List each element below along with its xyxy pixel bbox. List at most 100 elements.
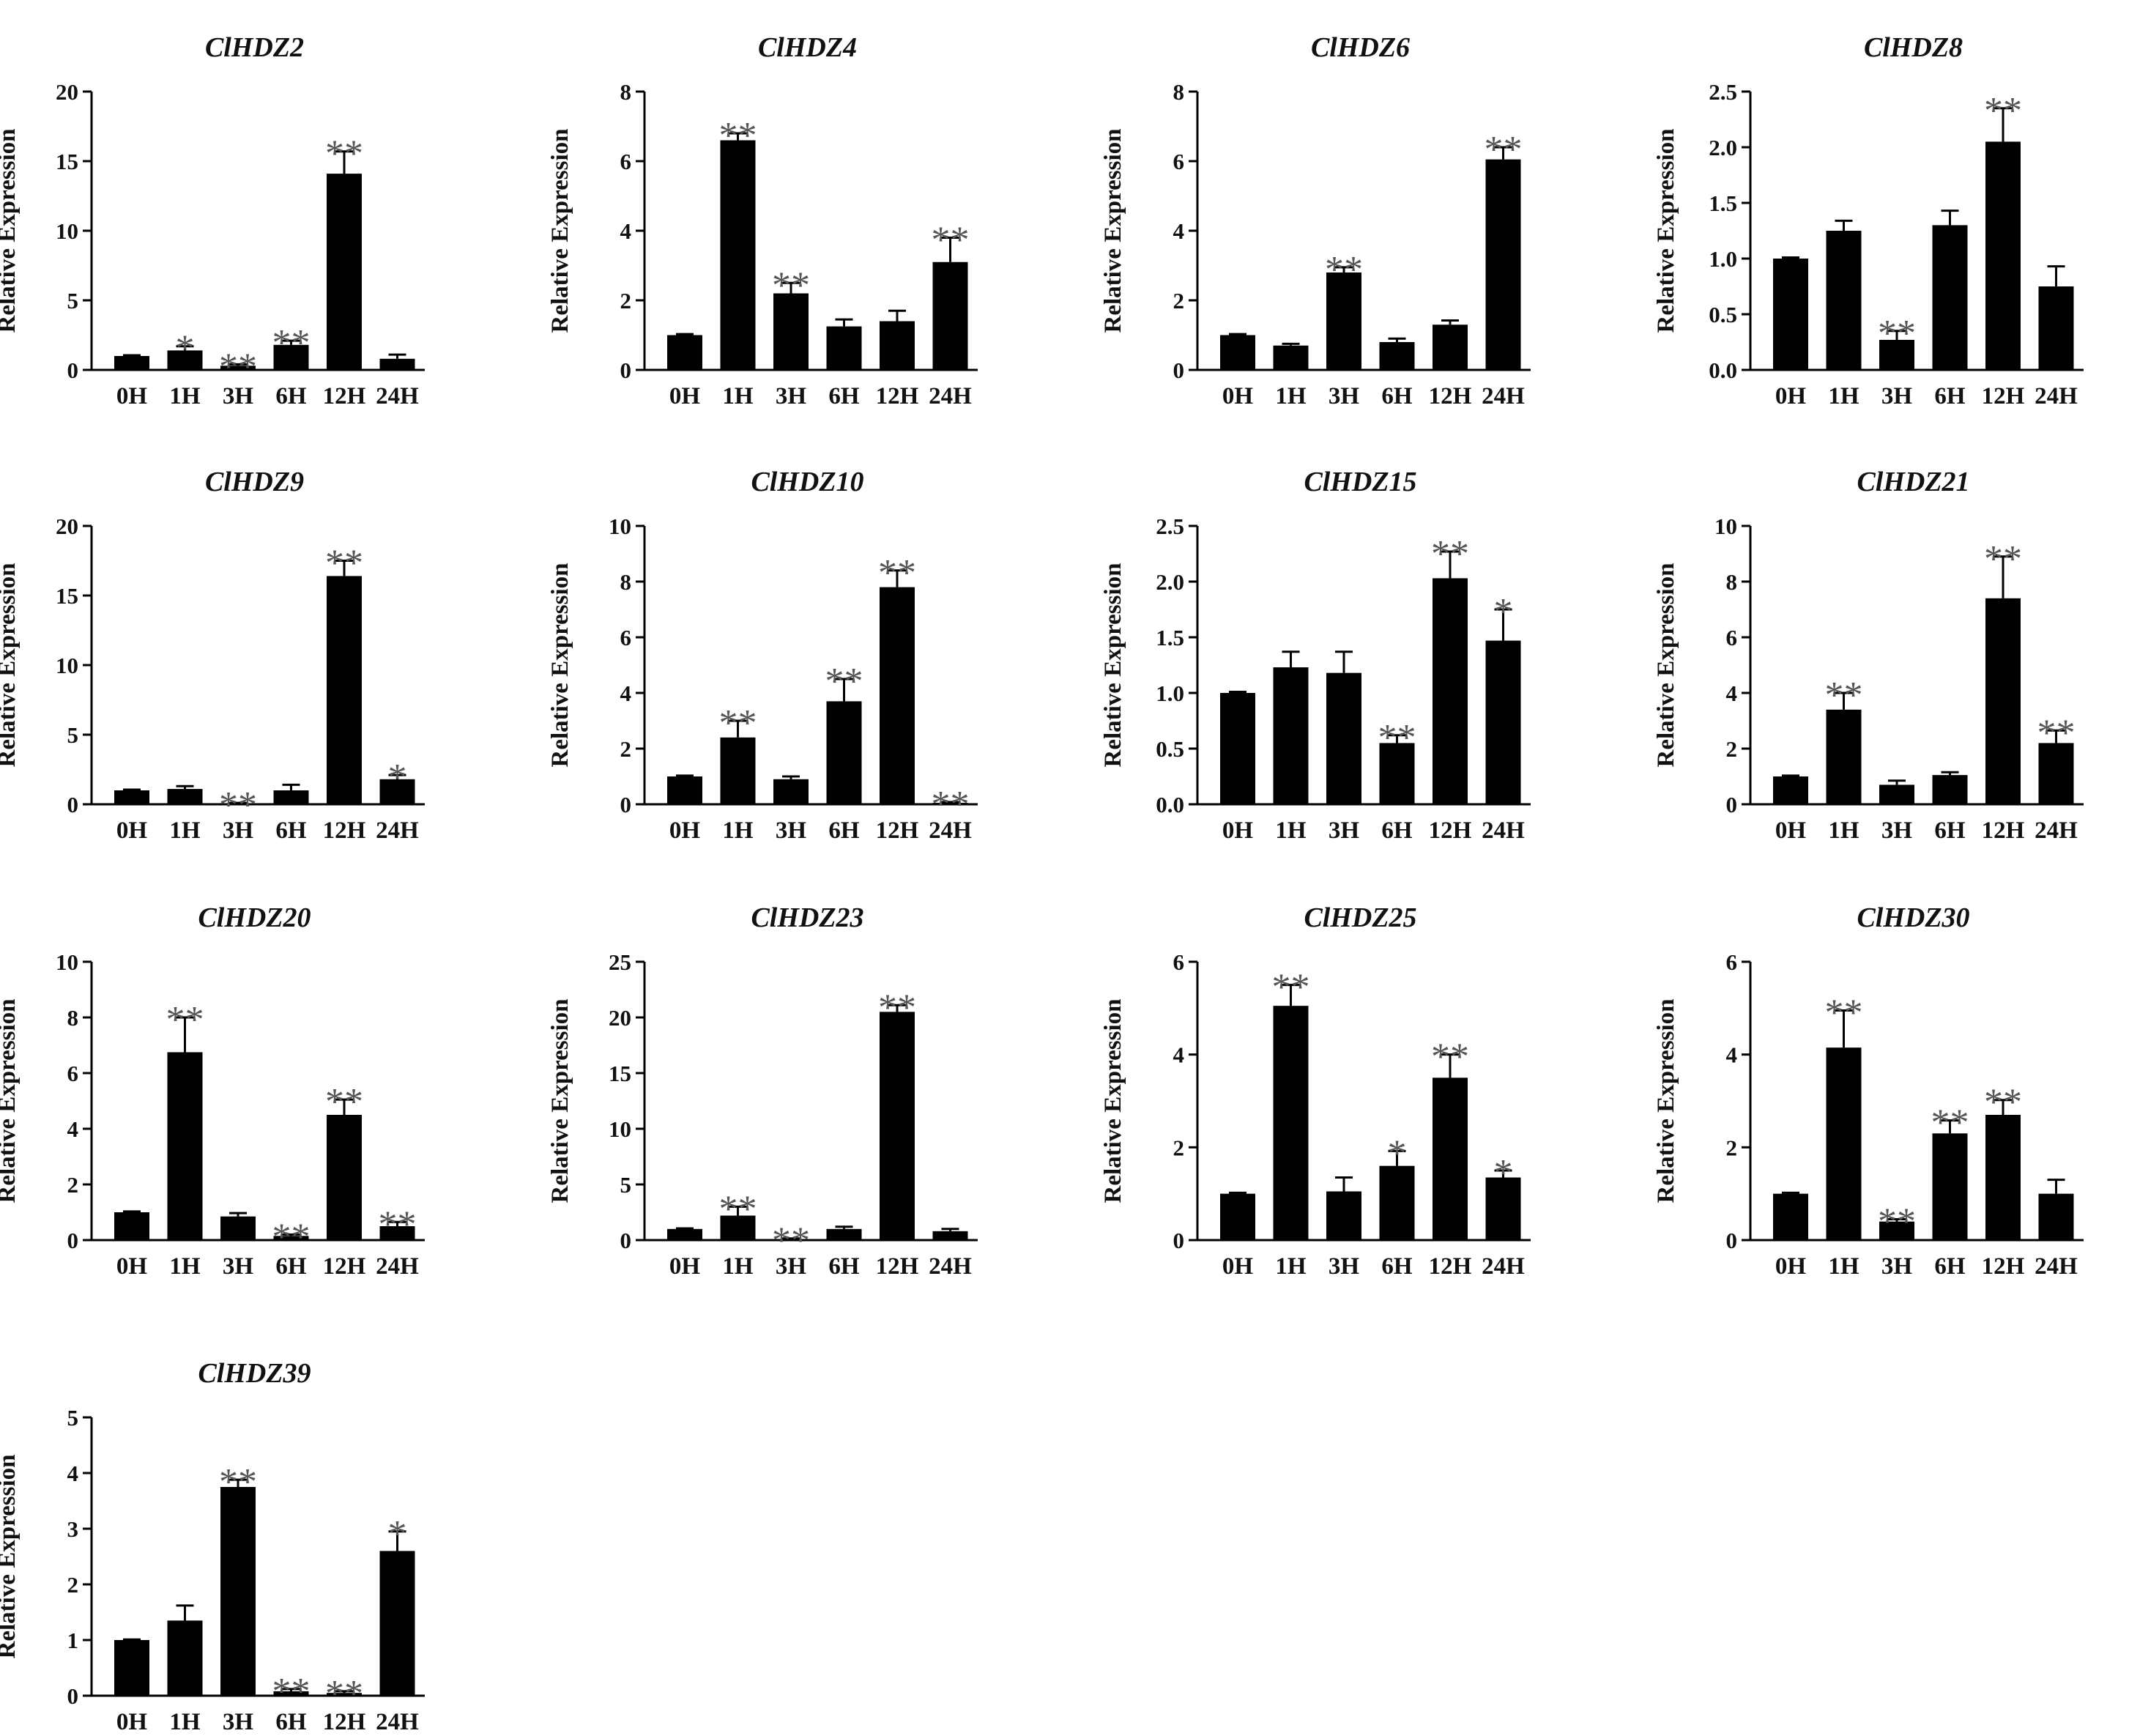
- bar-0h: [1220, 693, 1255, 804]
- x-tick-label: 24H: [376, 383, 419, 409]
- bar-0h: [1773, 259, 1808, 370]
- y-tick-label: 2: [1726, 736, 1738, 762]
- y-tick-label: 4: [1726, 680, 1738, 706]
- bar-0h: [1773, 776, 1808, 804]
- bar-0h: [667, 335, 702, 370]
- significance-marker: *: [388, 757, 407, 798]
- bar-3h: [773, 1239, 809, 1240]
- y-tick-label: 1.0: [1709, 246, 1737, 272]
- x-tick-label: 24H: [929, 817, 972, 844]
- significance-marker: **: [166, 999, 204, 1041]
- y-tick-label: 15: [56, 583, 78, 609]
- y-tick-label: 5: [620, 1172, 632, 1198]
- y-tick-label: 10: [56, 653, 78, 678]
- chart-panel-clhdz30: ClHDZ30 Relative Expression 0 2 4 6 0H ** 1H ** 3H…: [1653, 902, 2084, 1280]
- y-tick-label: 6: [1726, 625, 1738, 650]
- significance-marker: *: [388, 1513, 407, 1555]
- x-tick-label: 6H: [1934, 1253, 1966, 1280]
- y-tick-label: 20: [56, 79, 78, 105]
- y-tick-label: 2.0: [1709, 135, 1737, 160]
- significance-marker: **: [825, 661, 863, 702]
- y-tick-label: 5: [67, 288, 79, 314]
- y-tick-label: 0.0: [1709, 357, 1737, 383]
- bar-0h: [1220, 335, 1255, 370]
- bar-24h: [379, 1551, 415, 1696]
- y-tick-label: 2: [1726, 1135, 1738, 1160]
- x-tick-label: 3H: [1329, 1253, 1360, 1280]
- significance-marker: *: [1388, 1132, 1407, 1174]
- x-tick-label: 1H: [1828, 817, 1859, 844]
- x-tick-label: 12H: [1429, 1253, 1472, 1280]
- y-tick-label: 0: [67, 357, 79, 383]
- bar-24h: [1485, 640, 1521, 804]
- x-tick-label: 12H: [323, 1253, 366, 1280]
- bar-3h: [773, 779, 809, 804]
- bar-12h: [327, 1693, 362, 1696]
- y-tick-label: 8: [620, 569, 632, 595]
- x-tick-label: 3H: [223, 1253, 254, 1280]
- x-tick-label: 24H: [2035, 817, 2078, 844]
- y-tick-label: 8: [67, 1005, 79, 1031]
- x-tick-label: 1H: [1275, 817, 1307, 844]
- chart-panel-clhdz21: ClHDZ21 Relative Expression 0 2 4 6 8 10 0H ** 1H 3…: [1653, 467, 2084, 844]
- bar-24h: [1485, 159, 1521, 370]
- y-tick-label: 2.0: [1156, 569, 1184, 595]
- chart-panel-clhdz15: ClHDZ15 Relative Expression 0.0 0.5 1.0 1.5 2.…: [1100, 467, 1531, 844]
- x-tick-label: 3H: [1881, 383, 1913, 409]
- bar-6h: [826, 326, 862, 370]
- bar-12h: [327, 1115, 362, 1240]
- y-tick-label: 3: [67, 1516, 79, 1542]
- bar-12h: [1985, 141, 2021, 370]
- x-tick-label: 12H: [876, 1253, 919, 1280]
- x-tick-label: 24H: [376, 817, 419, 844]
- bar-24h: [379, 358, 415, 370]
- x-tick-label: 3H: [1881, 817, 1913, 844]
- y-tick-label: 15: [56, 149, 78, 174]
- y-tick-label: 10: [1714, 513, 1737, 539]
- x-tick-label: 12H: [323, 383, 366, 409]
- significance-marker: **: [379, 1203, 417, 1245]
- y-tick-label: 4: [1173, 218, 1185, 244]
- x-tick-label: 6H: [828, 383, 860, 409]
- bar-0h: [1773, 1193, 1808, 1240]
- x-tick-label: 12H: [1982, 1253, 2025, 1280]
- bar-6h: [1932, 1133, 1968, 1240]
- bar-12h: [880, 321, 915, 370]
- bar-24h: [932, 1231, 968, 1240]
- y-tick-label: 20: [609, 1005, 631, 1031]
- bar-3h: [1879, 339, 1914, 370]
- y-tick-label: 0: [620, 357, 632, 383]
- y-tick-label: 0.0: [1156, 792, 1184, 817]
- bar-1h: [1273, 667, 1309, 804]
- bar-0h: [114, 356, 149, 370]
- x-tick-label: 1H: [1275, 1253, 1307, 1280]
- y-axis-label: Relative Expression: [547, 129, 573, 333]
- chart-panel-clhdz8: ClHDZ8 Relative Expression 0.0 0.5 1.0 1.5 2.0…: [1653, 32, 2084, 409]
- x-tick-label: 0H: [669, 1253, 701, 1280]
- y-tick-label: 4: [1173, 1042, 1185, 1068]
- bar-3h: [1326, 272, 1361, 370]
- significance-marker: **: [772, 1220, 810, 1262]
- bar-3h: [220, 1216, 256, 1240]
- y-tick-label: 6: [1726, 949, 1738, 975]
- x-tick-label: 3H: [776, 817, 807, 844]
- y-tick-label: 0: [67, 1683, 79, 1709]
- y-axis-label: Relative Expression: [1653, 563, 1679, 768]
- y-tick-label: 6: [67, 1061, 79, 1086]
- y-tick-label: 0: [1726, 1228, 1738, 1253]
- y-axis-label: Relative Expression: [547, 563, 573, 768]
- significance-marker: **: [219, 784, 257, 826]
- significance-marker: **: [932, 784, 970, 826]
- chart-title: ClHDZ39: [198, 1358, 311, 1389]
- bar-1h: [167, 789, 203, 804]
- bar-12h: [1433, 324, 1468, 370]
- chart-title: ClHDZ8: [1864, 32, 1963, 63]
- y-tick-label: 0: [1726, 792, 1738, 817]
- bar-1h: [720, 737, 756, 804]
- bar-1h: [1826, 231, 1862, 370]
- bar-1h: [167, 1052, 203, 1240]
- bar-6h: [1932, 775, 1968, 804]
- y-tick-label: 1.5: [1156, 625, 1184, 650]
- x-tick-label: 24H: [929, 1253, 972, 1280]
